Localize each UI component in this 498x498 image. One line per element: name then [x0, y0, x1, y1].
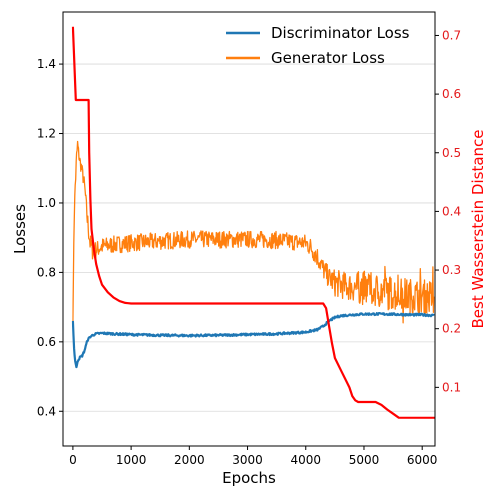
y-tick-label-left: 0.6	[37, 335, 56, 349]
y-axis-label-right: Best Wasserstein Distance	[469, 129, 487, 328]
legend-label-discriminator-loss: Discriminator Loss	[271, 24, 410, 42]
y-tick-label-left: 1.4	[37, 57, 56, 71]
legend-label-generator-loss: Generator Loss	[271, 49, 385, 67]
x-tick-label: 4000	[290, 453, 321, 467]
y-tick-label-right: 0.5	[442, 146, 461, 160]
plot-frame	[62, 11, 436, 447]
series-line-best-wasserstein-distance	[73, 27, 435, 418]
y-tick-label-right: 0.4	[442, 204, 461, 218]
y-tick-label-left: 0.4	[37, 404, 56, 418]
x-axis-label: Epochs	[222, 469, 276, 487]
gridlines	[63, 63, 435, 412]
y-tick-label-left: 0.8	[37, 265, 56, 279]
axis-ticks: 0 1000 2000 3000 4000 5000 6000 0.4 0.6 0.8 1.0 1.2…	[37, 28, 461, 467]
series-line-discriminator-loss	[73, 313, 434, 367]
y-tick-label-left: 1.0	[37, 196, 56, 210]
x-tick-label: 2000	[174, 453, 205, 467]
y-tick-label-right: 0.1	[442, 380, 461, 394]
y-tick-label-right: 0.2	[442, 322, 461, 336]
x-tick-label: 0	[69, 453, 77, 467]
x-tick-label: 1000	[116, 453, 147, 467]
y-tick-label-right: 0.3	[442, 263, 461, 277]
y-tick-label-right: 0.6	[442, 87, 461, 101]
y-axis-label-left: Losses	[11, 204, 29, 254]
legend: Discriminator Loss Generator Loss	[226, 24, 410, 67]
series-lines	[73, 27, 435, 418]
x-tick-label: 5000	[349, 453, 380, 467]
y-tick-label-right: 0.7	[442, 28, 461, 42]
y-tick-label-left: 1.2	[37, 127, 56, 141]
x-tick-label: 3000	[232, 453, 263, 467]
x-tick-label: 6000	[407, 453, 438, 467]
series-line-generator-loss	[73, 141, 434, 322]
